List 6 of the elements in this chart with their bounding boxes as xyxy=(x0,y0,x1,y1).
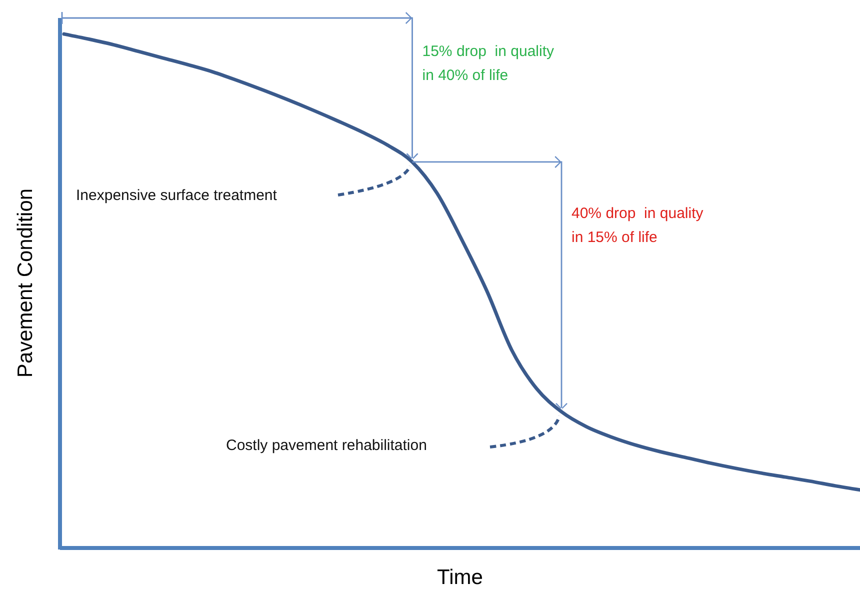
y-axis-title: Pavement Condition xyxy=(14,188,37,378)
annotation: Costly pavement rehabilitation xyxy=(226,437,427,454)
annotation: 15% drop in quality in 40% of life xyxy=(422,43,554,84)
annotation: 40% drop in quality in 15% of life xyxy=(572,205,704,246)
annotation: Inexpensive surface treatment xyxy=(76,187,278,204)
x-axis-title: Time xyxy=(437,566,483,589)
